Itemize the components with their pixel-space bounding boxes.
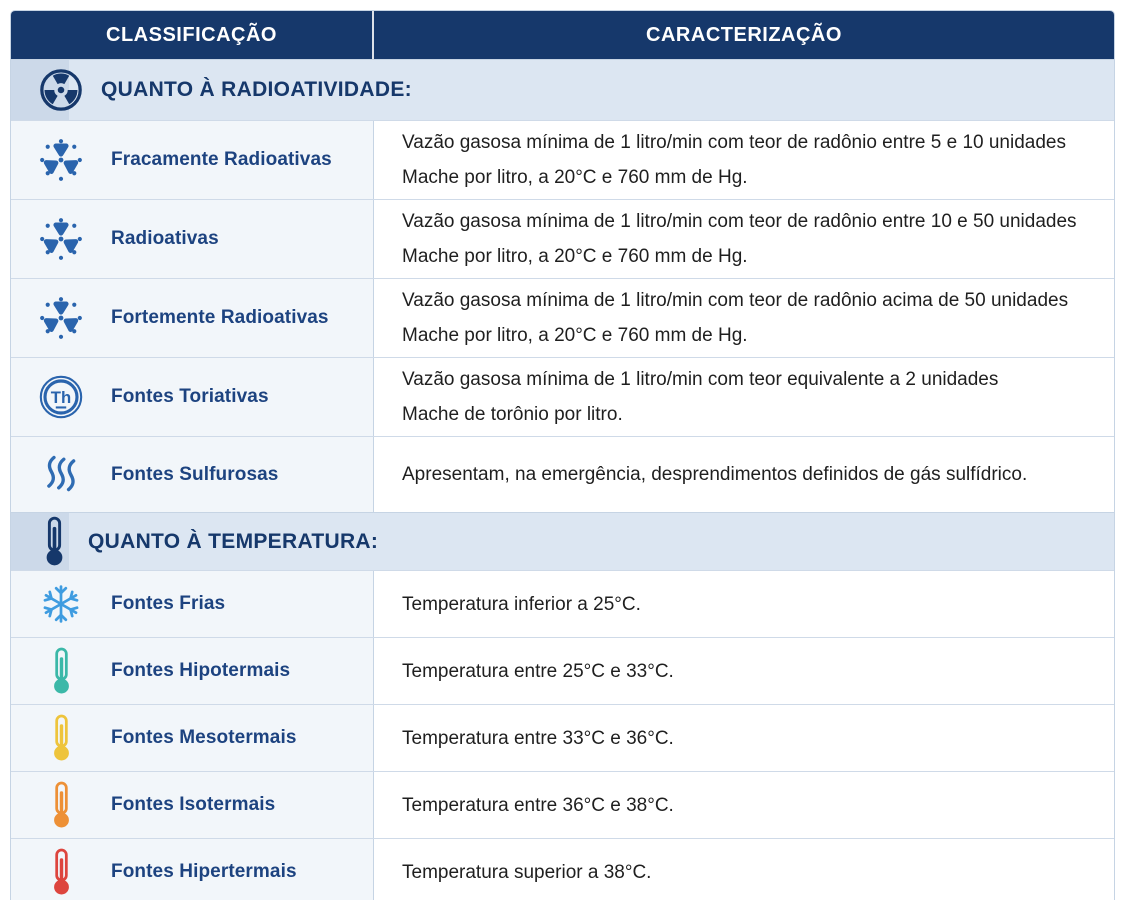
characterization-cell: Temperatura entre 36°C e 38°C. [374,772,1114,838]
classification-cell: Fontes Toriativas [11,358,374,436]
row-label: Fontes Toriativas [111,386,269,407]
row-label: Fortemente Radioativas [111,307,329,328]
row-label: Radioativas [111,228,219,249]
classification-cell: Radioativas [11,200,374,278]
row-label: Fontes Hipotermais [111,660,291,681]
classification-cell: Fontes Hipotermais [11,638,374,704]
table-row-fontes-sulfurosas: Fontes Sulfurosas Apresentam, na emergên… [11,436,1114,512]
row-label: Fontes Frias [111,593,226,614]
description-line: Vazão gasosa mínima de 1 litro/min com t… [402,290,1069,311]
description-line: Vazão gasosa mínima de 1 litro/min com t… [402,369,999,390]
classification-cell: Fontes Hipertermais [11,839,374,900]
table-header-row: CLASSIFICAÇÃO CARACTERIZAÇÃO [11,11,1114,59]
table-row-fontes-toriativas: Fontes Toriativas Vazão gasosa mínima de… [11,357,1114,436]
description-line: Temperatura entre 33°C e 36°C. [402,727,674,749]
column-header-caracterizacao: CARACTERIZAÇÃO [646,23,842,46]
characterization-cell: Apresentam, na emergência, desprendiment… [374,437,1114,512]
thermometer-yellow-icon [11,713,111,763]
classification-table: CLASSIFICAÇÃO CARACTERIZAÇÃO QUANTO À RA… [10,10,1115,900]
classification-cell: Fontes Frias [11,571,374,637]
table-row-fontes-hipertermais: Fontes Hipertermais Temperatura superior… [11,838,1114,900]
description-line: Mache por litro, a 20°C e 760 mm de Hg. [402,325,748,346]
description-line: Temperatura entre 36°C e 38°C. [402,794,674,816]
description-line: Vazão gasosa mínima de 1 litro/min com t… [402,132,1066,153]
description-line: Temperatura inferior a 25°C. [402,593,641,615]
description-line: Mache por litro, a 20°C e 760 mm de Hg. [402,246,748,267]
table-row-fracamente-radioativas: Fracamente Radioativas Vazão gasosa míni… [11,120,1114,199]
section-header-temperatura: QUANTO À TEMPERATURA: [11,512,1114,570]
description-line: Temperatura entre 25°C e 33°C. [402,660,674,682]
thermometer-teal-icon [11,646,111,696]
table-row-fortemente-radioativas: Fortemente Radioativas Vazão gasosa míni… [11,278,1114,357]
radiation-scatter-icon [11,216,111,262]
characterization-cell: Vazão gasosa mínima de 1 litro/min com t… [374,200,1114,278]
row-label: Fontes Isotermais [111,794,276,815]
radiation-trefoil-icon [38,67,84,113]
snowflake-icon [11,583,111,625]
thermometer-red-icon [11,847,111,897]
description-line: Vazão gasosa mínima de 1 litro/min com t… [402,211,1077,232]
description-line: Apresentam, na emergência, desprendiment… [402,464,1028,485]
classification-cell: Fontes Mesotermais [11,705,374,771]
radiation-scatter-icon [11,295,111,341]
classification-cell: Fontes Sulfurosas [11,437,374,512]
thermometer-orange-icon [11,780,111,830]
column-header-classificacao: CLASSIFICAÇÃO [11,11,374,59]
table-row-fontes-mesotermais: Fontes Mesotermais Temperatura entre 33°… [11,704,1114,771]
table-row-fontes-frias: Fontes Frias Temperatura inferior a 25°C… [11,570,1114,637]
row-label: Fracamente Radioativas [111,149,332,170]
row-label: Fontes Sulfurosas [111,463,279,485]
characterization-cell: Vazão gasosa mínima de 1 litro/min com t… [374,121,1114,199]
table-row-fontes-hipotermais: Fontes Hipotermais Temperatura entre 25°… [11,637,1114,704]
table-row-radioativas: Radioativas Vazão gasosa mínima de 1 lit… [11,199,1114,278]
row-label: Fontes Mesotermais [111,727,297,748]
radiation-scatter-icon [11,137,111,183]
characterization-cell: Vazão gasosa mínima de 1 litro/min com t… [374,279,1114,357]
characterization-cell: Temperatura entre 25°C e 33°C. [374,638,1114,704]
steam-icon [11,453,111,497]
classification-cell: Fontes Isotermais [11,772,374,838]
description-line: Mache por litro, a 20°C e 760 mm de Hg. [402,167,748,188]
section-title: QUANTO À RADIOATIVIDADE: [101,78,412,101]
classification-cell: Fracamente Radioativas [11,121,374,199]
section-header-radioatividade: QUANTO À RADIOATIVIDADE: [11,59,1114,120]
characterization-cell: Temperatura superior a 38°C. [374,839,1114,900]
row-label: Fontes Hipertermais [111,861,297,882]
section-title: QUANTO À TEMPERATURA: [88,529,379,553]
characterization-cell: Vazão gasosa mínima de 1 litro/min com t… [374,358,1114,436]
description-line: Temperatura superior a 38°C. [402,861,652,883]
characterization-cell: Temperatura entre 33°C e 36°C. [374,705,1114,771]
thorium-icon [11,374,111,420]
description-line: Mache de torônio por litro. [402,404,623,425]
classification-cell: Fortemente Radioativas [11,279,374,357]
characterization-cell: Temperatura inferior a 25°C. [374,571,1114,637]
table-row-fontes-isotermais: Fontes Isotermais Temperatura entre 36°C… [11,771,1114,838]
thermometer-navy-icon [38,515,71,568]
